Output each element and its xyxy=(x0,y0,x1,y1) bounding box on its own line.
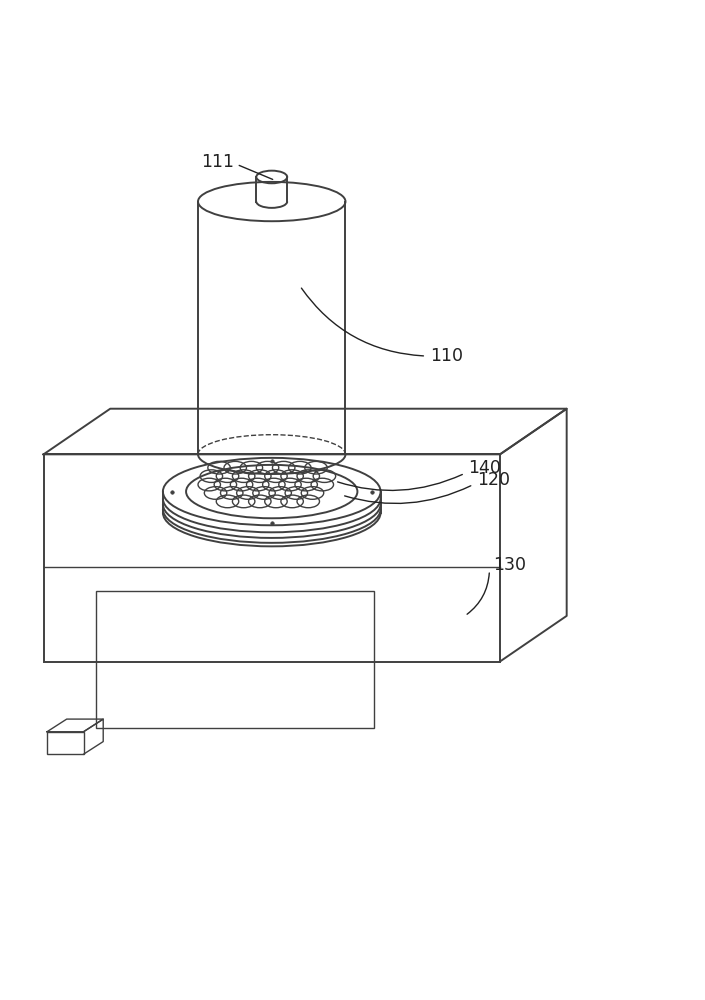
Bar xyxy=(44,454,500,662)
Bar xyxy=(96,591,374,728)
Text: 120: 120 xyxy=(477,471,510,489)
Text: 130: 130 xyxy=(493,556,526,574)
Bar xyxy=(47,732,84,754)
Text: 140: 140 xyxy=(468,459,501,477)
Text: 110: 110 xyxy=(430,347,462,365)
Text: 111: 111 xyxy=(202,153,235,171)
